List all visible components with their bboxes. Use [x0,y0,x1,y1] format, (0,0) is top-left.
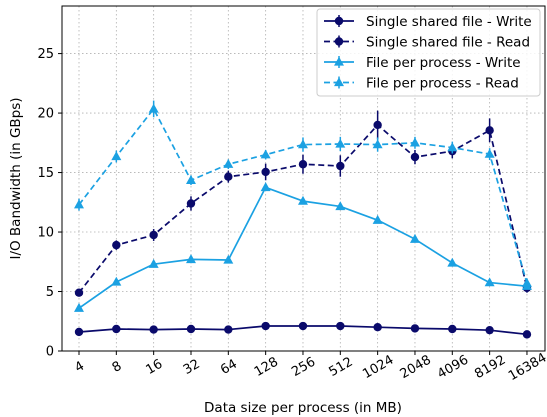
data-point [484,277,495,287]
data-point [260,149,271,159]
data-point [297,139,308,149]
x-tick-label: 4096 [435,353,471,383]
data-point [186,199,196,208]
data-point [298,160,308,169]
data-point [74,327,84,337]
data-point [336,321,345,331]
x-tick-label: 128 [252,355,281,380]
legend-item: File per process - Write [324,55,521,71]
data-point [111,276,122,286]
data-point [409,137,420,147]
data-point [447,142,458,152]
data-point [149,325,158,334]
data-point [410,324,420,333]
x-tick-label: 4 [72,359,87,376]
data-point [372,139,383,149]
legend-label: File per process - Write [366,55,521,71]
data-point [334,56,344,66]
data-point [260,182,271,192]
data-point [335,201,346,211]
data-point [522,330,532,339]
x-tick-label: 1024 [360,353,396,383]
data-point [484,148,495,158]
y-tick-label: 5 [46,285,54,300]
legend-label: Single shared file - Read [366,35,530,51]
data-point [409,233,420,243]
data-point [148,258,159,268]
x-tick-label: 32 [181,357,203,378]
legend-item: Single shared file - Write [324,14,532,30]
y-tick-label: 10 [37,226,54,241]
x-tick-label: 256 [289,355,318,380]
y-axis-ticks: 0 5 10 15 20 25 [37,47,62,360]
data-point [373,323,382,332]
series-file-per-process-read [74,100,532,288]
x-tick-label: 512 [327,355,356,380]
data-point [298,321,308,331]
data-point [224,172,233,181]
data-point [223,158,234,168]
data-point [149,230,158,240]
y-tick-label: 15 [37,166,54,181]
plot-frame [61,5,546,352]
data-point [334,77,344,87]
data-point [223,254,234,264]
x-tick-label: 8 [110,359,125,376]
data-point [261,167,270,177]
x-tick-label: 64 [218,357,240,378]
data-point [297,195,308,205]
x-tick-label: 2048 [398,353,434,383]
data-point [112,324,121,334]
data-point [261,321,270,331]
data-point [448,324,457,334]
series-file-per-process-write [74,182,532,312]
y-tick-label: 0 [46,345,54,360]
data-point [335,138,346,148]
legend-label: Single shared file - Write [366,14,532,30]
data-point [111,151,122,161]
x-axis-label: Data size per process (in MB) [204,400,402,416]
data-point [410,152,420,162]
data-point [224,325,233,334]
y-tick-label: 25 [37,47,54,62]
data-point [447,257,458,267]
data-point [485,126,494,135]
series-layer [74,100,532,339]
data-point [372,214,383,224]
data-point [186,254,196,264]
x-tick-label: 16 [143,357,165,378]
y-tick-label: 20 [37,107,54,122]
legend: Single shared file - Write Single shared … [316,8,541,97]
data-point [74,199,84,209]
data-point [112,240,121,250]
data-point [485,325,494,335]
data-point [148,103,159,113]
data-point [336,161,345,171]
data-point [373,120,382,130]
x-tick-label: 8192 [472,353,508,383]
legend-item: Single shared file - Read [324,35,530,51]
legend-item: File per process - Read [324,76,519,92]
series-single-shared-file-write [74,321,532,339]
data-point [334,37,344,46]
y-axis-label: I/O Bandwidth (in GBps) [8,97,24,259]
data-point [186,175,196,184]
data-point [74,288,84,297]
legend-label: File per process - Read [366,76,519,92]
data-point [74,302,84,312]
data-point [334,16,344,26]
legend-box [316,8,541,97]
data-point [521,277,532,287]
x-tick-label: 16384 [506,350,547,384]
data-point [186,324,196,334]
